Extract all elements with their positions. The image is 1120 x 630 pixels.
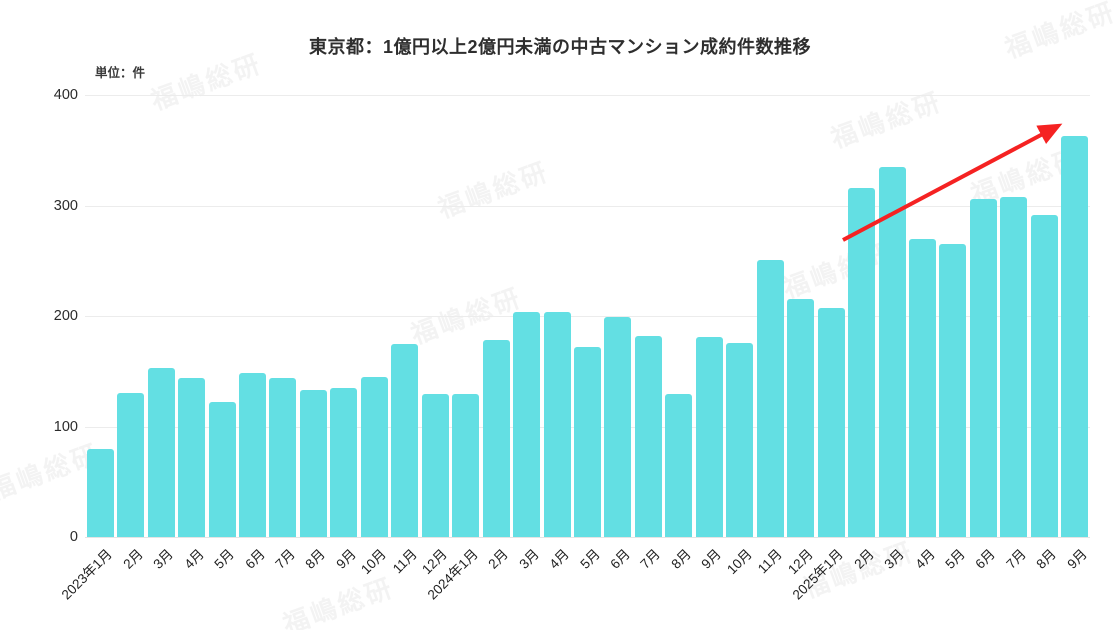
x-axis-tick-label: 9月 bbox=[333, 546, 359, 572]
x-axis-tick-label: 4月 bbox=[911, 546, 938, 572]
x-axis-tick-label: 9月 bbox=[698, 546, 725, 572]
bar-4月 bbox=[178, 377, 206, 537]
bar-11月 bbox=[391, 343, 419, 537]
x-axis-tick-label: 7月 bbox=[1003, 546, 1029, 572]
bar-6月 bbox=[239, 373, 266, 537]
bar-2025年1月 bbox=[817, 308, 845, 537]
bar-9月 bbox=[1061, 135, 1089, 537]
bar-2月 bbox=[848, 187, 876, 537]
bar-8月 bbox=[299, 390, 327, 537]
x-axis-tick-label: 5月 bbox=[576, 546, 603, 572]
x-axis-tick-label: 3月 bbox=[516, 546, 542, 572]
bar-8月 bbox=[665, 394, 693, 537]
x-axis-tick-label: 9月 bbox=[1064, 546, 1090, 572]
gridline-y200 bbox=[85, 316, 1090, 317]
y-axis-tick-label: 400 bbox=[53, 87, 78, 103]
y-axis-tick-label: 300 bbox=[53, 197, 78, 214]
x-axis-tick-label: 7月 bbox=[272, 546, 298, 572]
x-axis-tick-label: 8月 bbox=[1033, 546, 1060, 572]
x-axis-tick-label: 2月 bbox=[120, 546, 146, 572]
bar-5月 bbox=[574, 346, 601, 537]
bar-3月 bbox=[878, 166, 906, 537]
x-axis-tick-label: 2023年1月 bbox=[58, 546, 116, 603]
bar-10月 bbox=[726, 342, 754, 537]
x-axis-tick-label: 10月 bbox=[723, 546, 755, 578]
gridline-y300 bbox=[85, 205, 1090, 207]
gridline-y400 bbox=[85, 95, 1090, 96]
bar-9月 bbox=[695, 336, 723, 537]
bar-7月 bbox=[1000, 196, 1028, 537]
bar-4月 bbox=[543, 311, 571, 537]
x-axis-tick-label: 4月 bbox=[181, 546, 207, 572]
y-axis-tick-label: 100 bbox=[53, 418, 78, 435]
gridline-y0 bbox=[85, 537, 1090, 538]
x-axis-tick-label: 10月 bbox=[358, 546, 390, 578]
watermark-text: 福嶋総研 bbox=[825, 81, 947, 155]
y-axis-tick-label: 0 bbox=[69, 529, 78, 545]
bar-12月 bbox=[787, 299, 815, 537]
bar-4月 bbox=[909, 238, 936, 537]
unit-label: 単位：件 bbox=[95, 66, 146, 80]
bar-12月 bbox=[421, 394, 449, 537]
watermark-text: 福嶋総研 bbox=[277, 567, 399, 630]
x-axis-tick-label: 3月 bbox=[881, 546, 907, 572]
bar-3月 bbox=[513, 311, 541, 537]
x-axis-tick-label: 6月 bbox=[607, 546, 633, 572]
bar-7月 bbox=[269, 377, 297, 537]
x-axis-tick-label: 7月 bbox=[637, 546, 664, 572]
x-axis-tick-label: 8月 bbox=[668, 546, 694, 572]
bar-2月 bbox=[482, 340, 510, 537]
bar-2024年1月 bbox=[452, 394, 480, 537]
bar-7月 bbox=[634, 335, 662, 537]
bar-11月 bbox=[756, 259, 784, 537]
chart-title: 東京都：1億円以上2億円未満の中古マンション成約件数推移 bbox=[308, 37, 812, 57]
bar-2月 bbox=[117, 393, 145, 537]
watermark-text: 福嶋総研 bbox=[432, 151, 554, 225]
x-axis-tick-label: 5月 bbox=[211, 546, 237, 572]
bar-8月 bbox=[1030, 215, 1058, 537]
x-axis-tick-label: 2月 bbox=[851, 546, 877, 572]
x-axis-tick-label: 8月 bbox=[302, 546, 329, 572]
x-axis-tick-label: 6月 bbox=[972, 546, 999, 572]
bar-5月 bbox=[939, 244, 967, 537]
bar-6月 bbox=[604, 317, 632, 537]
x-axis-tick-label: 2月 bbox=[485, 546, 512, 572]
bar-6月 bbox=[969, 198, 997, 537]
x-axis-tick-label: 3月 bbox=[150, 546, 177, 572]
bar-10月 bbox=[360, 376, 388, 537]
x-axis-tick-label: 11月 bbox=[389, 546, 420, 577]
x-axis-tick-label: 11月 bbox=[755, 546, 786, 577]
bar-2023年1月 bbox=[86, 448, 114, 537]
x-axis-tick-label: 5月 bbox=[942, 546, 968, 572]
x-axis-tick-label: 6月 bbox=[241, 546, 268, 572]
bar-9月 bbox=[330, 387, 358, 537]
bar-5月 bbox=[208, 402, 236, 537]
y-axis-tick-label: 200 bbox=[53, 308, 78, 324]
bar-3月 bbox=[147, 367, 175, 537]
x-axis-tick-label: 4月 bbox=[546, 546, 572, 572]
